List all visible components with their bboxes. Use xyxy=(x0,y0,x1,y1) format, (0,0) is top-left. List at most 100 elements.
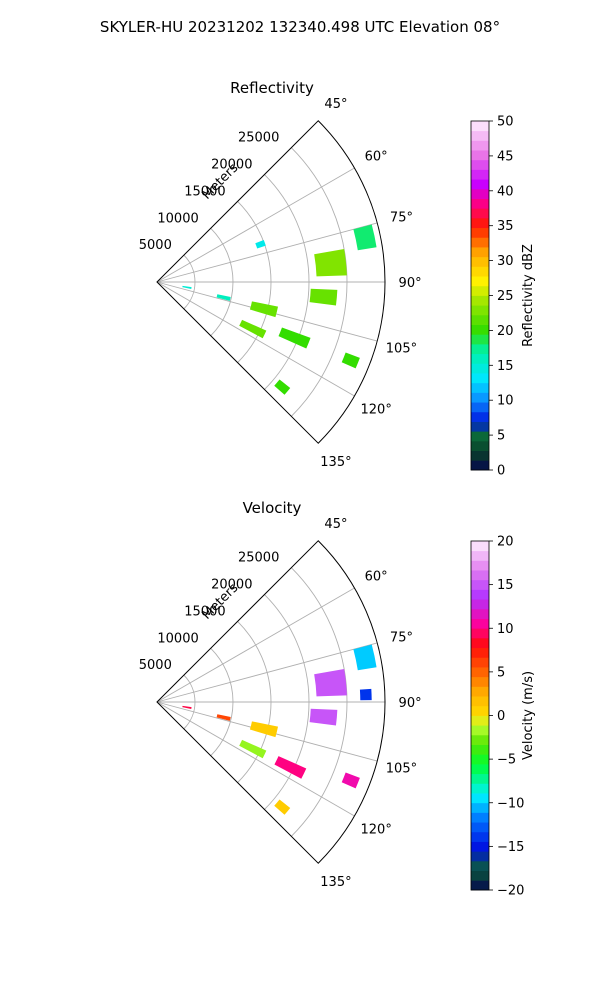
colorbar-band xyxy=(471,637,489,649)
echo-cell-11 xyxy=(255,239,266,249)
sector-frame xyxy=(156,120,386,444)
echo-cell-7 xyxy=(309,708,338,726)
echo-cell-2 xyxy=(216,714,231,721)
colorbar-band xyxy=(471,763,489,775)
colorbar-band xyxy=(471,285,489,296)
r-tick-label: 20000 xyxy=(211,158,252,173)
colorbar-band xyxy=(471,121,489,132)
colorbar-tick-label: 30 xyxy=(497,254,514,269)
echo-cell-6 xyxy=(314,669,347,697)
colorbar-band xyxy=(471,373,489,384)
colorbar-band xyxy=(471,159,489,170)
colorbar-band xyxy=(471,870,489,881)
colorbar-band xyxy=(471,324,489,335)
echo-cell-3 xyxy=(249,721,279,738)
theta-tick-label: 75° xyxy=(390,210,413,225)
colorbar-band xyxy=(471,696,489,707)
r-tick-label: 5000 xyxy=(139,658,172,673)
colorbar-band xyxy=(471,608,489,619)
figure-title: SKYLER-HU 20231202 132340.498 UTC Elevat… xyxy=(100,18,500,36)
colorbar-band xyxy=(471,295,489,306)
colorbar-band xyxy=(471,392,489,403)
colorbar-label: Velocity (m/s) xyxy=(521,671,536,760)
theta-tick-label: 120° xyxy=(361,823,392,838)
echo-cell-3 xyxy=(249,301,279,318)
colorbar-band xyxy=(471,734,489,745)
theta-tick-label: 60° xyxy=(365,569,388,584)
colorbar-tick-label: 5 xyxy=(497,429,505,444)
echo-cell-8 xyxy=(353,224,377,251)
colorbar: −20 −15 −10 −5 0 5 10 15 20 Velocity (m/s) xyxy=(470,535,536,899)
colorbar-band xyxy=(471,686,489,697)
colorbar-tick-label: 10 xyxy=(497,394,514,409)
colorbar-band xyxy=(471,208,489,219)
theta-tick-label: 45° xyxy=(324,517,347,532)
colorbar-band xyxy=(471,276,489,287)
panels: Reflectivity50001000015000200002500045°6… xyxy=(139,79,536,899)
colorbar-band xyxy=(471,363,489,374)
echo-cell-4 xyxy=(274,756,307,779)
echo-cell-1 xyxy=(182,705,192,709)
colorbar-band xyxy=(471,217,489,229)
colorbar-band xyxy=(471,460,489,471)
colorbar-tick-label: 20 xyxy=(497,324,514,339)
panel-2: Velocity 5000 10000 15000 20000 25000 45° 60° 75… xyxy=(139,499,536,899)
panel-1: Reflectivity 5000 10000 15000 20000 25000 45° 6… xyxy=(139,79,536,479)
colorbar-tick-label: 0 xyxy=(497,464,505,479)
r-tick-label: 20000 xyxy=(211,578,252,593)
theta-tick-label: 135° xyxy=(320,455,351,470)
colorbar-band xyxy=(471,411,489,422)
colorbar-band xyxy=(471,676,489,687)
colorbar-band xyxy=(471,831,489,842)
colorbar-tick-label: 15 xyxy=(497,359,514,374)
colorbar-band xyxy=(471,744,489,755)
colorbar-tick-label: −5 xyxy=(497,753,516,768)
panel-title: Velocity xyxy=(243,499,302,517)
echo-cell-7 xyxy=(309,288,338,306)
colorbar-tick-label: 45 xyxy=(497,149,514,164)
r-tick-label: 25000 xyxy=(238,551,279,566)
colorbar-tick-label: 15 xyxy=(497,578,514,593)
theta-tick-label: 45° xyxy=(324,97,347,112)
colorbar-tick-label: −10 xyxy=(497,796,524,811)
colorbar-band xyxy=(471,725,489,736)
echo-cell-5 xyxy=(239,319,267,339)
echo-cell-5 xyxy=(239,739,267,759)
colorbar-tick-label: 50 xyxy=(497,115,514,130)
colorbar-band xyxy=(471,421,489,432)
colorbar-tick-label: 20 xyxy=(497,535,514,550)
colorbar-band xyxy=(471,266,489,277)
colorbar-band xyxy=(471,440,489,452)
grid-spoke xyxy=(156,587,355,703)
echo-cell-2 xyxy=(216,294,231,301)
colorbar-band xyxy=(471,382,489,393)
colorbar-band xyxy=(471,305,489,316)
colorbar-band xyxy=(471,705,489,716)
colorbar-band xyxy=(471,402,489,413)
colorbar-band xyxy=(471,353,489,364)
echo-cell-9 xyxy=(341,772,360,789)
theta-tick-label: 90° xyxy=(399,696,422,711)
echo-cell-8 xyxy=(353,644,377,671)
colorbar-band xyxy=(471,851,489,862)
colorbar-tick-label: 10 xyxy=(497,622,514,637)
colorbar-tick-label: −20 xyxy=(497,884,524,899)
colorbar-tick-label: 40 xyxy=(497,184,514,199)
colorbar-band xyxy=(471,130,489,141)
colorbar-band xyxy=(471,179,489,190)
colorbar-band xyxy=(471,140,489,151)
grid-spoke xyxy=(156,701,355,817)
grid-spoke xyxy=(156,642,378,703)
colorbar-band xyxy=(471,667,489,678)
colorbar-band xyxy=(471,773,489,784)
sector-frame xyxy=(156,540,386,864)
colorbar-band xyxy=(471,198,489,209)
colorbar-band xyxy=(471,628,489,639)
colorbar-band xyxy=(471,150,489,161)
theta-tick-label: 90° xyxy=(399,276,422,291)
echo-cell-1 xyxy=(182,285,192,289)
r-tick-label: 15000 xyxy=(184,604,225,619)
panel-title: Reflectivity xyxy=(230,79,314,97)
echo-cell-11 xyxy=(359,688,372,701)
colorbar-tick-label: 5 xyxy=(497,665,505,680)
